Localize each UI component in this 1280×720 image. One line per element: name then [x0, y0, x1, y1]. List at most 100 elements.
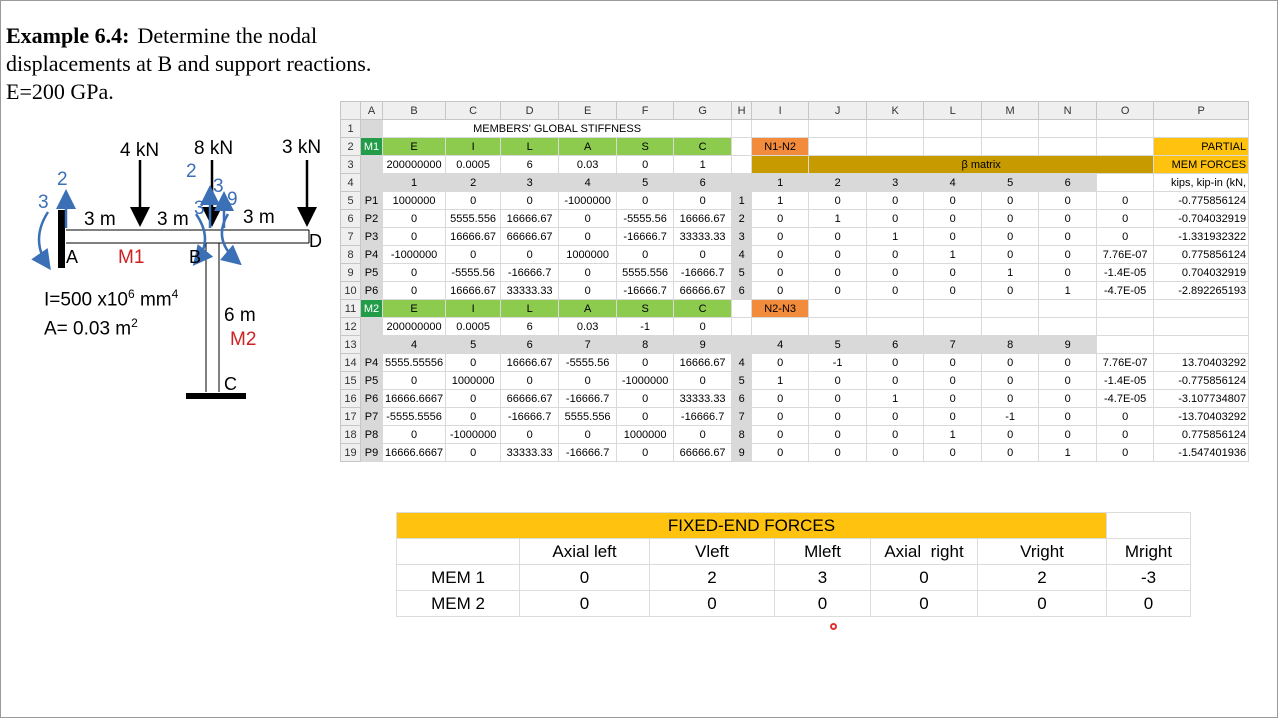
- sheet-cell[interactable]: 7: [731, 407, 753, 426]
- sheet-cell[interactable]: 0: [1038, 407, 1098, 426]
- sheet-cell[interactable]: 1: [866, 389, 925, 408]
- sheet-cell[interactable]: 6: [731, 389, 753, 408]
- row-header[interactable]: 18: [340, 425, 361, 444]
- sheet-cell[interactable]: 0: [923, 443, 983, 462]
- sheet-cell[interactable]: 0: [445, 353, 502, 372]
- column-header-f[interactable]: F: [616, 101, 675, 120]
- sheet-cell[interactable]: 0: [500, 371, 560, 390]
- sheet-cell[interactable]: -2.892265193: [1153, 281, 1250, 300]
- sheet-cell[interactable]: 0: [923, 371, 983, 390]
- sheet-cell[interactable]: C: [673, 299, 733, 318]
- sheet-cell[interactable]: -1.547401936: [1153, 443, 1250, 462]
- column-header-d[interactable]: D: [500, 101, 560, 120]
- sheet-cell[interactable]: 200000000: [381, 317, 447, 336]
- sheet-cell[interactable]: 5555.556: [445, 209, 502, 228]
- sheet-cell[interactable]: 0: [445, 389, 502, 408]
- sheet-cell[interactable]: 0: [1038, 353, 1098, 372]
- sheet-cell[interactable]: 9: [673, 335, 733, 354]
- sheet-cell[interactable]: [1096, 299, 1155, 318]
- column-header-b[interactable]: B: [381, 101, 447, 120]
- fef-row-label[interactable]: MEM 1: [396, 564, 520, 591]
- sheet-cell[interactable]: 9: [731, 443, 753, 462]
- sheet-cell[interactable]: -1000000: [616, 371, 675, 390]
- column-header-c[interactable]: C: [445, 101, 502, 120]
- sheet-cell[interactable]: 6: [866, 335, 925, 354]
- column-header-k[interactable]: K: [866, 101, 925, 120]
- sheet-cell[interactable]: -16666.7: [616, 227, 675, 246]
- sheet-cell[interactable]: -3.107734807: [1153, 389, 1250, 408]
- row-header[interactable]: 17: [340, 407, 361, 426]
- sheet-cell[interactable]: [1153, 317, 1250, 336]
- sheet-cell[interactable]: P9: [360, 443, 383, 462]
- sheet-cell[interactable]: [751, 155, 810, 174]
- sheet-cell[interactable]: 0: [751, 443, 810, 462]
- sheet-cell[interactable]: N1-N2: [751, 137, 810, 156]
- sheet-cell[interactable]: 0: [381, 263, 447, 282]
- sheet-cell[interactable]: -1000000: [558, 191, 618, 210]
- sheet-cell[interactable]: 0: [923, 281, 983, 300]
- fef-cell[interactable]: 0: [870, 590, 978, 617]
- sheet-cell[interactable]: 0: [866, 281, 925, 300]
- sheet-cell[interactable]: [1038, 119, 1098, 138]
- sheet-cell[interactable]: 0: [1038, 191, 1098, 210]
- sheet-cell[interactable]: 16666.6667: [381, 443, 447, 462]
- sheet-cell[interactable]: 0: [751, 281, 810, 300]
- fef-cell[interactable]: 0: [519, 564, 650, 591]
- fef-row-label[interactable]: MEM 2: [396, 590, 520, 617]
- sheet-cell[interactable]: 0: [866, 263, 925, 282]
- sheet-cell[interactable]: 5555.55556: [381, 353, 447, 372]
- sheet-cell[interactable]: 0.0005: [445, 317, 502, 336]
- sheet-cell[interactable]: -0.775856124: [1153, 371, 1250, 390]
- row-header[interactable]: 13: [340, 335, 361, 354]
- sheet-cell[interactable]: A: [558, 299, 618, 318]
- sheet-cell[interactable]: 0: [673, 245, 733, 264]
- sheet-cell[interactable]: 16666.67: [445, 227, 502, 246]
- fef-cell[interactable]: 3: [774, 564, 871, 591]
- sheet-cell[interactable]: 0: [381, 209, 447, 228]
- sheet-cell[interactable]: 0: [500, 425, 560, 444]
- sheet-cell[interactable]: -1.331932322: [1153, 227, 1250, 246]
- sheet-cell[interactable]: -1: [808, 353, 868, 372]
- sheet-cell[interactable]: [360, 119, 383, 138]
- sheet-cell[interactable]: S: [616, 299, 675, 318]
- sheet-cell[interactable]: 0: [981, 245, 1040, 264]
- sheet-cell[interactable]: 0: [808, 407, 868, 426]
- sheet-cell[interactable]: -1.4E-05: [1096, 371, 1155, 390]
- column-header-n[interactable]: N: [1038, 101, 1098, 120]
- sheet-cell[interactable]: 0: [866, 353, 925, 372]
- sheet-cell[interactable]: 0: [558, 281, 618, 300]
- sheet-cell[interactable]: 0: [866, 245, 925, 264]
- sheet-cell[interactable]: -16666.7: [616, 281, 675, 300]
- sheet-cell[interactable]: 0: [558, 227, 618, 246]
- sheet-cell[interactable]: kips, kip-in (kN,: [1153, 173, 1250, 192]
- sheet-cell[interactable]: 6: [500, 155, 560, 174]
- sheet-cell[interactable]: 6: [500, 335, 560, 354]
- sheet-cell[interactable]: 0.0005: [445, 155, 502, 174]
- sheet-cell[interactable]: 0: [673, 191, 733, 210]
- sheet-cell[interactable]: A: [558, 137, 618, 156]
- row-header[interactable]: 10: [340, 281, 361, 300]
- sheet-cell[interactable]: E: [381, 299, 447, 318]
- sheet-cell[interactable]: 4: [923, 173, 983, 192]
- sheet-cell[interactable]: [981, 317, 1040, 336]
- sheet-cell[interactable]: 5: [616, 173, 675, 192]
- sheet-cell[interactable]: 1: [381, 173, 447, 192]
- sheet-cell[interactable]: 0: [558, 371, 618, 390]
- sheet-cell[interactable]: 0: [558, 209, 618, 228]
- sheet-cell[interactable]: P8: [360, 425, 383, 444]
- sheet-cell[interactable]: 0: [981, 443, 1040, 462]
- sheet-cell[interactable]: 0.775856124: [1153, 425, 1250, 444]
- sheet-cell[interactable]: P5: [360, 263, 383, 282]
- sheet-cell[interactable]: 0: [616, 155, 675, 174]
- fef-cell[interactable]: 2: [977, 564, 1107, 591]
- sheet-cell[interactable]: 8: [731, 425, 753, 444]
- sheet-cell[interactable]: 6: [1038, 173, 1098, 192]
- fef-header-vleft[interactable]: Vleft: [649, 538, 775, 565]
- sheet-cell[interactable]: 0: [445, 245, 502, 264]
- sheet-cell[interactable]: 6: [673, 173, 733, 192]
- sheet-cell[interactable]: [1096, 317, 1155, 336]
- sheet-cell[interactable]: 33333.33: [673, 227, 733, 246]
- sheet-cell[interactable]: 4: [558, 173, 618, 192]
- sheet-cell[interactable]: 1: [981, 263, 1040, 282]
- sheet-cell[interactable]: 0: [1038, 371, 1098, 390]
